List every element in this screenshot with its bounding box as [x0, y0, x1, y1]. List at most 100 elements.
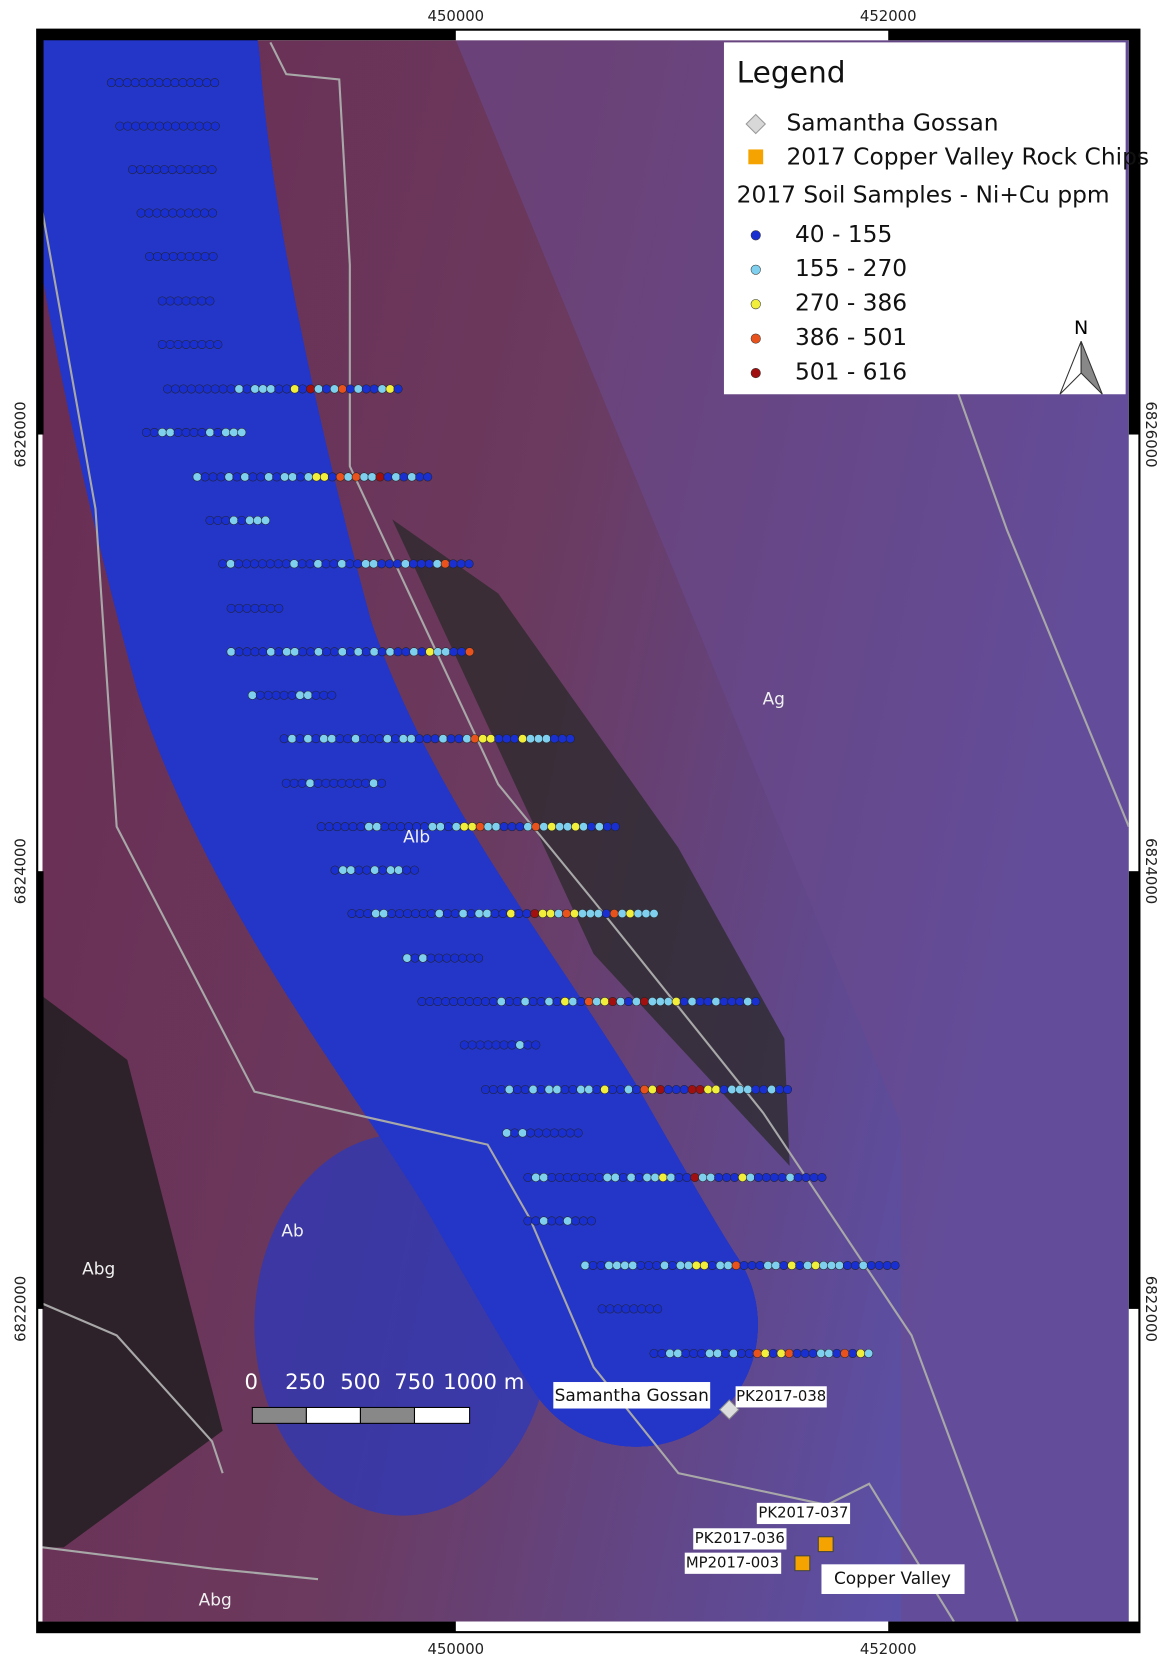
soil-sample [386, 648, 394, 656]
soil-sample [668, 1261, 676, 1269]
soil-sample [458, 954, 466, 962]
soil-sample [463, 734, 471, 742]
soil-sample [537, 1085, 545, 1093]
soil-sample [371, 866, 379, 874]
soil-sample [322, 560, 330, 568]
soil-sample [392, 473, 400, 481]
soil-sample [200, 165, 208, 173]
soil-sample [600, 997, 608, 1005]
soil-sample [174, 297, 182, 305]
soil-sample [867, 1261, 875, 1269]
soil-sample [434, 648, 442, 656]
soil-sample [505, 997, 513, 1005]
soil-sample [253, 516, 261, 524]
soil-sample [389, 822, 397, 830]
soil-sample [605, 1261, 613, 1269]
soil-sample [339, 866, 347, 874]
soil-sample [145, 209, 153, 217]
soil-sample [107, 78, 115, 86]
soil-sample [611, 822, 619, 830]
soil-sample [411, 954, 419, 962]
soil-sample [155, 78, 163, 86]
soil-sample [383, 734, 391, 742]
soil-sample [346, 648, 354, 656]
soil-sample [595, 822, 603, 830]
soil-sample [531, 909, 539, 917]
soil-sample [243, 385, 251, 393]
legend-entry: 40 - 155 [795, 221, 892, 248]
soil-sample [206, 297, 214, 305]
soil-sample [667, 1173, 675, 1181]
soil-sample [578, 909, 586, 917]
soil-sample [346, 560, 354, 568]
soil-sample [139, 122, 147, 130]
soil-sample [393, 560, 401, 568]
soil-sample [540, 1173, 548, 1181]
soil-sample [235, 385, 243, 393]
soil-sample [635, 1173, 643, 1181]
soil-sample [261, 516, 269, 524]
soil-sample [744, 997, 752, 1005]
soil-sample [280, 734, 288, 742]
soil-sample [320, 473, 328, 481]
soil-sample [201, 473, 209, 481]
sample-id: PK2017-037 [758, 1504, 848, 1521]
soil-sample [416, 473, 424, 481]
soil-sample [457, 560, 465, 568]
soil-sample [754, 1173, 762, 1181]
soil-sample [465, 560, 473, 568]
soil-sample [502, 1129, 510, 1137]
soil-sample [714, 1173, 722, 1181]
soil-sample [761, 1349, 769, 1357]
soil-sample [457, 648, 465, 656]
soil-sample [306, 385, 314, 393]
soil-sample [547, 1173, 555, 1181]
soil-sample [684, 1261, 692, 1269]
soil-sample [640, 1085, 648, 1093]
soil-sample [780, 1261, 788, 1269]
soil-sample [369, 560, 377, 568]
soil-sample [562, 909, 570, 917]
soil-sample [597, 1261, 605, 1269]
soil-sample [272, 473, 280, 481]
soil-sample [705, 1349, 713, 1357]
soil-sample [526, 1129, 534, 1137]
soil-sample [558, 1129, 566, 1137]
soil-sample [515, 909, 523, 917]
soil-sample [296, 734, 304, 742]
soil-sample [468, 822, 476, 830]
legend-symbol [751, 231, 761, 241]
soil-sample [304, 691, 312, 699]
soil-sample [600, 1085, 608, 1093]
soil-sample [385, 560, 393, 568]
soil-sample [201, 252, 209, 260]
soil-sample [484, 822, 492, 830]
soil-sample [571, 1217, 579, 1225]
soil-sample [732, 1261, 740, 1269]
soil-sample [219, 385, 227, 393]
legend-title: Legend [737, 55, 846, 90]
soil-sample [802, 1173, 810, 1181]
sample-id: MP2017-003 [686, 1554, 779, 1571]
soil-sample [476, 1041, 484, 1049]
soil-sample [187, 385, 195, 393]
soil-sample [304, 473, 312, 481]
soil-sample [449, 560, 457, 568]
soil-sample [369, 779, 377, 787]
soil-sample [737, 1349, 745, 1357]
soil-sample [505, 1085, 513, 1093]
soil-sample [431, 734, 439, 742]
soil-sample [306, 779, 314, 787]
soil-sample [349, 822, 357, 830]
soil-sample [426, 997, 434, 1005]
soil-sample [643, 1173, 651, 1181]
soil-sample [115, 78, 123, 86]
soil-sample [627, 1173, 635, 1181]
soil-sample [190, 340, 198, 348]
soil-sample [483, 909, 491, 917]
soil-sample [672, 997, 680, 1005]
soil-sample [697, 1349, 705, 1357]
soil-sample [497, 997, 505, 1005]
soil-sample [267, 604, 275, 612]
site-label: Samantha Gossan [555, 1385, 709, 1405]
